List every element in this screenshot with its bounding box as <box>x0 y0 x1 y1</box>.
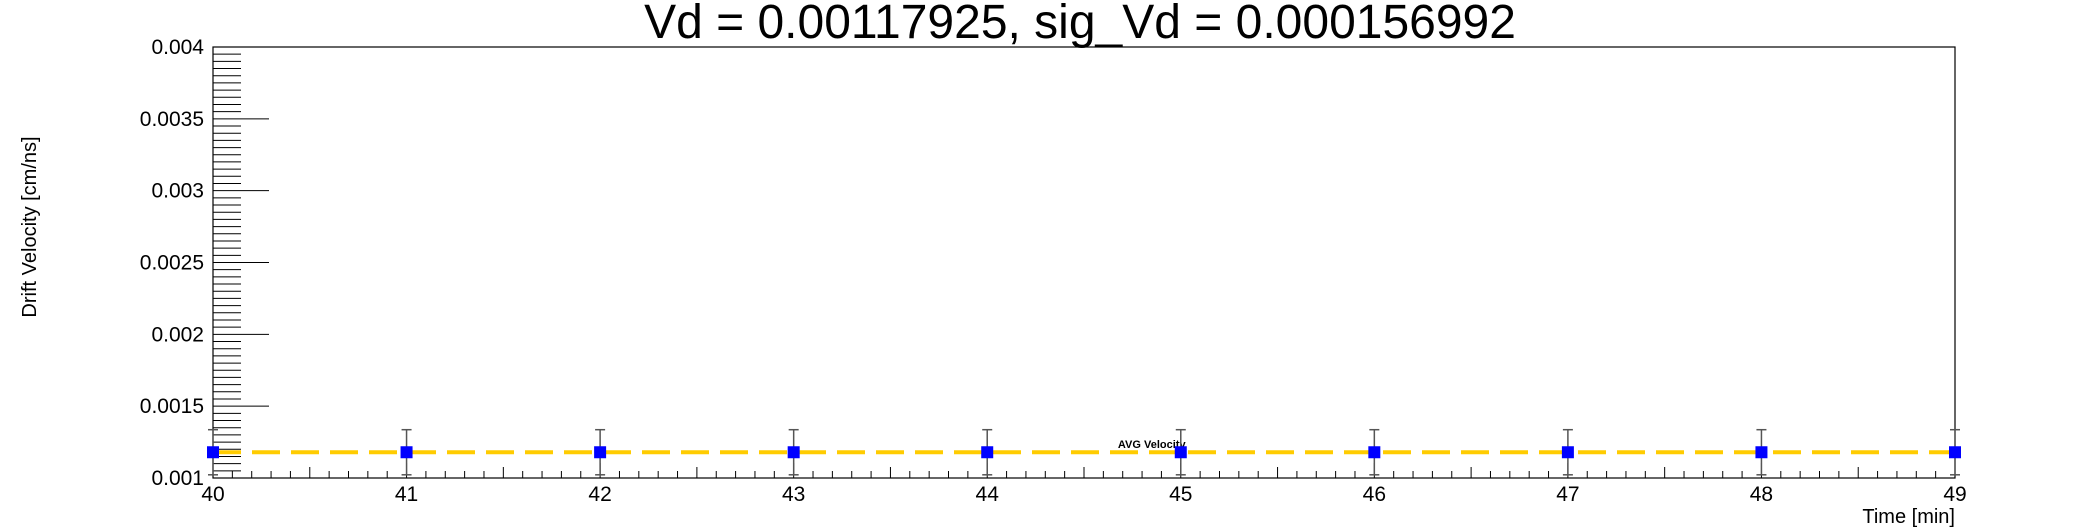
data-point <box>1561 446 1574 459</box>
y-tick-label: 0.004 <box>151 36 204 59</box>
data-point <box>1174 446 1187 459</box>
data-point <box>981 446 994 459</box>
data-point <box>207 446 219 459</box>
chart-title: Vd = 0.00117925, sig_Vd = 0.000156992 <box>644 0 1516 49</box>
x-tick-label: 40 <box>201 483 224 506</box>
x-tick-label: 43 <box>782 483 805 506</box>
y-tick-label: 0.0035 <box>140 108 204 131</box>
y-tick-label: 0.0015 <box>140 395 204 418</box>
y-tick-label: 0.003 <box>151 180 204 203</box>
y-axis-label: Drift Velocity [cm/ns] <box>19 136 41 317</box>
data-point <box>594 446 607 459</box>
x-tick-label: 49 <box>1943 483 1966 506</box>
y-tick-label: 0.0025 <box>140 252 204 275</box>
x-tick-label: 48 <box>1750 483 1773 506</box>
x-tick-label: 47 <box>1556 483 1579 506</box>
data-point <box>787 446 800 459</box>
data-point <box>1755 446 1768 459</box>
data-point <box>400 446 413 459</box>
y-tick-label: 0.002 <box>151 323 204 346</box>
y-tick-label: 0.001 <box>151 467 204 490</box>
x-tick-label: 44 <box>976 483 1000 506</box>
avg-velocity-label: AVG Velocity <box>1118 439 1187 451</box>
x-tick-label: 41 <box>395 483 418 506</box>
x-axis-label: Time [min] <box>1862 506 1955 528</box>
x-tick-label: 42 <box>588 483 611 506</box>
plot-area: 0.001 0.0015 0.002 0.0025 0.003 0.0035 0.004 40… <box>140 36 1967 506</box>
plot-frame <box>212 46 1956 479</box>
x-tick-label: 46 <box>1363 483 1386 506</box>
data-point <box>1368 446 1381 459</box>
data-point <box>1949 446 1961 459</box>
x-tick-label: 45 <box>1169 483 1192 506</box>
